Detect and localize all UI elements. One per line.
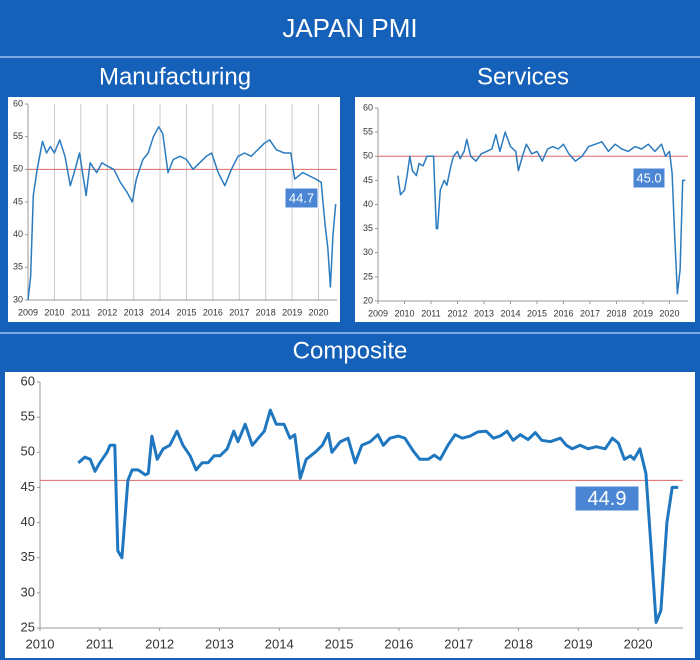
y-tick-label: 40: [363, 199, 373, 209]
x-tick-label: 2015: [527, 308, 547, 318]
x-tick-label: 2017: [229, 307, 249, 317]
x-tick-label: 2013: [205, 636, 234, 651]
chart-title: Composite: [293, 337, 408, 364]
x-tick-label: 2020: [624, 636, 653, 651]
panel: [5, 372, 695, 658]
y-tick-label: 60: [13, 98, 23, 108]
x-tick-label: 2012: [97, 307, 117, 317]
panel: [8, 97, 340, 322]
y-tick-label: 35: [363, 223, 373, 233]
x-tick-label: 2010: [44, 307, 64, 317]
x-tick-label: 2016: [553, 308, 573, 318]
data-line: [27, 126, 337, 301]
y-tick-label: 45: [363, 175, 373, 185]
y-tick-label: 40: [13, 229, 23, 239]
x-tick-label: 2013: [124, 307, 144, 317]
x-tick-label: 2017: [580, 308, 600, 318]
y-tick-label: 25: [363, 271, 373, 281]
y-tick-label: 45: [13, 196, 23, 206]
y-tick-label: 25: [21, 619, 35, 634]
x-tick-label: 2014: [265, 636, 294, 651]
y-tick-label: 55: [13, 131, 23, 141]
annotation: 44.7: [289, 190, 314, 205]
x-tick-label: 2016: [203, 307, 223, 317]
x-tick-label: 2018: [504, 636, 533, 651]
page-title: JAPAN PMI: [282, 13, 417, 43]
x-tick-label: 2010: [26, 636, 55, 651]
x-tick-label: 2015: [176, 307, 196, 317]
annotation: 44.9: [588, 488, 627, 510]
annotation-box: [574, 485, 640, 512]
y-tick-label: 35: [13, 262, 23, 272]
panel: [355, 97, 695, 322]
x-tick-label: 2013: [474, 308, 494, 318]
data-line: [77, 408, 679, 624]
y-tick-label: 20: [363, 295, 373, 305]
annotation: 45.0: [636, 170, 661, 185]
x-tick-label: 2020: [308, 307, 328, 317]
y-tick-label: 50: [363, 151, 373, 161]
x-tick-label: 2011: [86, 636, 114, 651]
y-tick-label: 50: [13, 164, 23, 174]
x-tick-label: 2012: [447, 308, 467, 318]
annotation-box: [284, 187, 319, 209]
x-tick-label: 2009: [18, 307, 38, 317]
y-tick-label: 40: [21, 514, 35, 529]
y-tick-label: 30: [363, 247, 373, 257]
y-tick-label: 60: [363, 102, 373, 112]
x-tick-label: 2020: [659, 308, 679, 318]
x-tick-label: 2018: [606, 308, 626, 318]
x-tick-label: 2017: [444, 636, 473, 651]
y-tick-label: 55: [21, 409, 35, 424]
x-tick-label: 2019: [282, 307, 302, 317]
y-tick-label: 55: [363, 127, 373, 137]
y-tick-label: 30: [13, 294, 23, 304]
x-tick-label: 2010: [394, 308, 414, 318]
x-tick-label: 2015: [325, 636, 354, 651]
y-tick-label: 45: [21, 479, 35, 494]
x-tick-label: 2016: [384, 636, 413, 651]
x-tick-label: 2009: [368, 308, 388, 318]
chart-title: Services: [477, 63, 569, 90]
x-tick-label: 2018: [256, 307, 276, 317]
x-tick-label: 2014: [150, 307, 170, 317]
y-tick-label: 30: [21, 584, 35, 599]
data-line: [397, 131, 686, 295]
x-tick-label: 2012: [145, 636, 174, 651]
y-tick-label: 60: [21, 373, 35, 388]
y-tick-label: 50: [21, 444, 35, 459]
x-tick-label: 2011: [421, 308, 440, 318]
x-tick-label: 2014: [500, 308, 520, 318]
annotation-box: [632, 167, 666, 189]
chart-title: Manufacturing: [99, 63, 251, 90]
y-tick-label: 35: [21, 549, 35, 564]
x-tick-label: 2019: [564, 636, 593, 651]
x-tick-label: 2011: [71, 307, 90, 317]
x-tick-label: 2019: [633, 308, 653, 318]
